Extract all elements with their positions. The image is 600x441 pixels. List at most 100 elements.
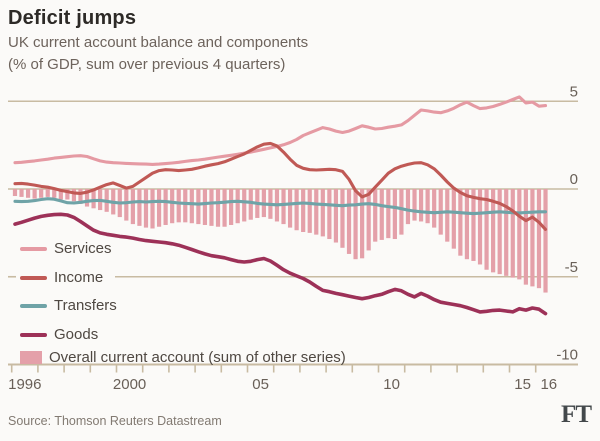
- x-axis-label: 15: [514, 376, 531, 393]
- bar: [196, 189, 201, 225]
- bar: [320, 189, 325, 237]
- bar: [360, 189, 365, 259]
- x-axis-label: 1996: [8, 376, 41, 393]
- y-axis-label: 0: [570, 171, 578, 188]
- bar: [432, 189, 437, 228]
- legend-label: Goods: [54, 325, 99, 343]
- ft-logo: FT: [561, 401, 592, 428]
- legend-label: Services: [54, 240, 112, 257]
- bar: [543, 189, 548, 293]
- legend-label: Income: [54, 268, 104, 286]
- bar: [229, 189, 234, 225]
- legend-swatch: [20, 332, 47, 337]
- legend-item-overall: Overall current account (sum of other se…: [20, 349, 346, 367]
- bar: [491, 189, 496, 273]
- bar: [222, 189, 227, 227]
- bar: [71, 189, 77, 202]
- bar: [39, 189, 44, 198]
- bar: [327, 189, 332, 240]
- bar: [209, 189, 214, 226]
- legend-item-services: Services: [20, 240, 112, 258]
- bar: [170, 189, 175, 224]
- legend-swatch: [20, 275, 47, 280]
- chart-subtitle-units: (% of GDP, sum over previous 4 quarters): [8, 56, 286, 73]
- bar: [504, 189, 509, 276]
- bar: [445, 189, 450, 242]
- bar: [287, 189, 293, 228]
- bar: [176, 189, 181, 223]
- bar: [392, 189, 397, 240]
- page-title: Deficit jumps: [8, 7, 137, 29]
- legend-swatch: [20, 304, 47, 308]
- bar: [45, 189, 50, 197]
- y-gridlines: 5 0 -5 -10: [8, 83, 578, 366]
- bar: [130, 189, 135, 225]
- bar: [517, 189, 522, 280]
- line-income: [13, 141, 548, 231]
- bar: [163, 189, 168, 225]
- bar: [523, 189, 528, 285]
- bar: [418, 189, 424, 222]
- x-axis-ticks: 1996 2000 05 10 15 16: [8, 364, 557, 393]
- bar: [346, 189, 352, 254]
- bar: [497, 189, 502, 275]
- y-axis-label: -5: [565, 259, 578, 276]
- line-goods: [13, 212, 548, 316]
- bar: [137, 189, 142, 226]
- bar: [412, 189, 417, 221]
- bar: [379, 189, 384, 240]
- bar: [156, 189, 162, 227]
- bar: [399, 189, 404, 235]
- bars-overall-current-account: [12, 189, 548, 293]
- bar: [510, 189, 515, 278]
- bar: [25, 189, 31, 198]
- bar: [477, 189, 483, 265]
- x-axis-label: 10: [383, 376, 400, 393]
- legend-swatch: [20, 247, 47, 251]
- bar: [124, 189, 129, 221]
- bar: [19, 189, 24, 197]
- bar: [307, 189, 312, 233]
- bar: [340, 189, 345, 248]
- legend-item-goods: Goods: [20, 326, 98, 344]
- bar: [386, 189, 391, 239]
- x-axis-label: 16: [540, 376, 557, 393]
- bar: [143, 189, 149, 228]
- legend-item-transfers: Transfers: [20, 297, 117, 315]
- bar: [242, 189, 247, 222]
- bar: [52, 189, 57, 198]
- bar: [373, 189, 378, 242]
- bar: [530, 189, 535, 287]
- bar: [202, 189, 208, 225]
- bar: [32, 189, 37, 199]
- x-axis-label: 2000: [113, 376, 146, 393]
- bar: [235, 189, 240, 224]
- bar: [314, 189, 319, 235]
- line-services: [13, 95, 548, 166]
- bar: [65, 189, 70, 200]
- bar: [366, 189, 371, 251]
- bar: [215, 189, 221, 227]
- legend-swatch: [20, 351, 42, 364]
- bar: [12, 189, 18, 197]
- bar: [471, 189, 476, 261]
- bar: [484, 189, 489, 270]
- y-axis-label: -10: [556, 347, 578, 364]
- bar: [150, 189, 155, 229]
- bar: [281, 189, 286, 225]
- legend-label: Overall current account (sum of other se…: [49, 348, 346, 366]
- bar: [451, 189, 456, 249]
- bar: [425, 189, 430, 224]
- x-axis-label: 05: [252, 376, 269, 393]
- bar: [84, 189, 90, 207]
- bar: [189, 189, 194, 224]
- bar: [58, 189, 63, 200]
- bar: [78, 189, 83, 204]
- line-transfers: [13, 197, 548, 216]
- bar: [353, 189, 358, 260]
- bar: [248, 189, 253, 220]
- bar: [464, 189, 470, 260]
- bar: [536, 189, 542, 289]
